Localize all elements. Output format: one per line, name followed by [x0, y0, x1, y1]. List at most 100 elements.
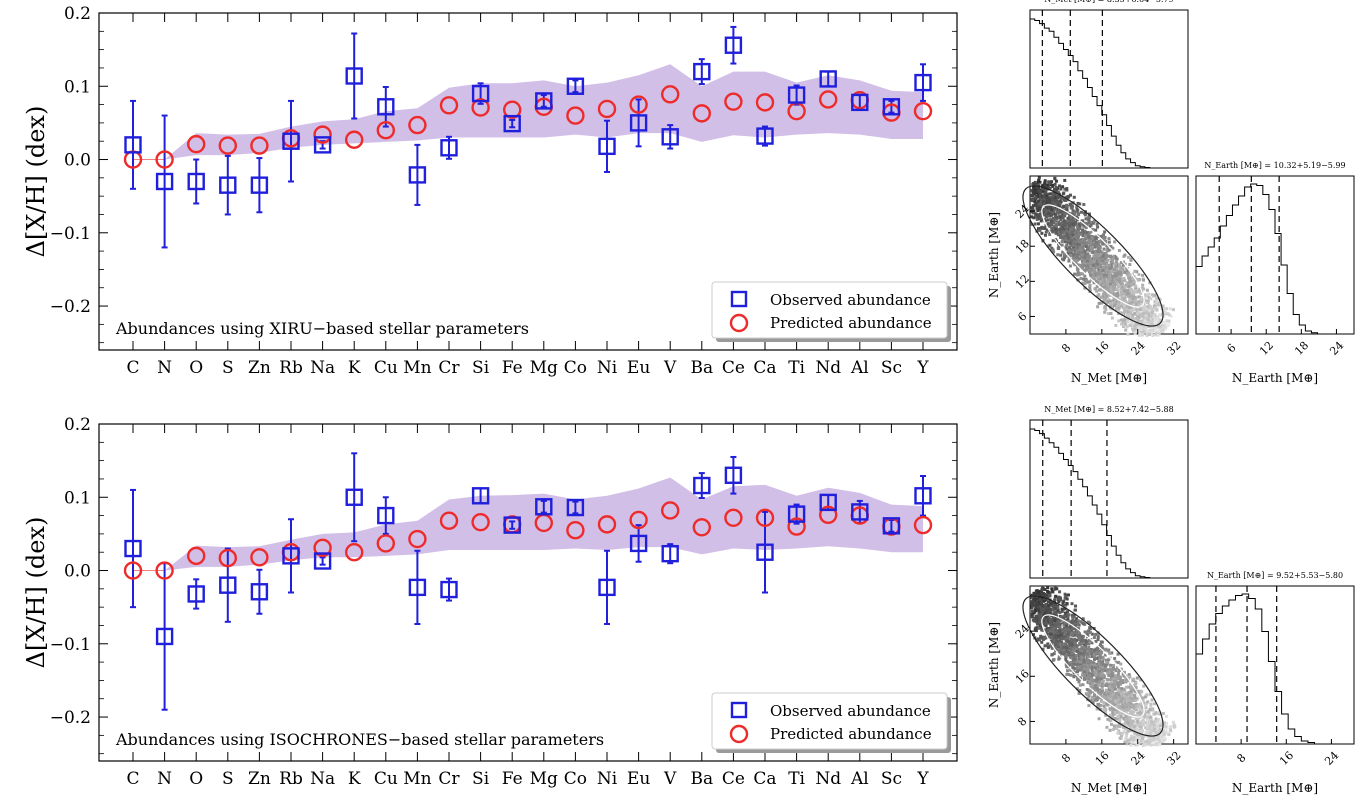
- density-point: [1119, 318, 1123, 322]
- density-point: [1109, 311, 1113, 315]
- density-point: [1067, 230, 1071, 234]
- density-point: [1154, 298, 1158, 302]
- legend-box: [711, 692, 948, 750]
- density-point: [1057, 230, 1061, 234]
- density-point: [1101, 295, 1105, 299]
- density-point: [1041, 211, 1045, 215]
- density-point: [1168, 728, 1172, 732]
- density-point: [1107, 682, 1111, 686]
- density-point: [1142, 713, 1146, 717]
- density-point: [1116, 672, 1120, 676]
- density-point: [1127, 723, 1131, 727]
- x-axis-label-earth: N_Earth [M⊕]: [1232, 371, 1318, 385]
- y-tick-label: 0.1: [64, 77, 91, 97]
- density-point: [1083, 258, 1087, 262]
- y-tick-label: 0.2: [64, 415, 91, 435]
- density-point: [1125, 305, 1129, 309]
- density-point: [1030, 606, 1034, 610]
- density-point: [1148, 732, 1152, 736]
- density-point: [1079, 668, 1083, 672]
- density-point: [1040, 214, 1044, 218]
- density-point: [1077, 623, 1081, 627]
- density-point: [1069, 650, 1073, 654]
- density-point: [1039, 202, 1043, 206]
- density-point: [1154, 711, 1158, 715]
- density-point: [1057, 656, 1061, 660]
- density-point: [1037, 195, 1041, 199]
- density-point: [1102, 275, 1106, 279]
- density-point: [1046, 618, 1050, 622]
- density-point: [1084, 243, 1088, 247]
- density-point: [1127, 292, 1131, 296]
- density-point: [1103, 711, 1107, 715]
- density-point: [1142, 720, 1146, 724]
- density-point: [1158, 728, 1162, 732]
- density-point: [1093, 688, 1097, 692]
- density-point: [1127, 690, 1131, 694]
- density-point: [1054, 602, 1058, 606]
- density-point: [1098, 272, 1102, 276]
- density-point: [1146, 710, 1150, 714]
- density-point: [1090, 236, 1094, 240]
- density-point: [1063, 231, 1067, 235]
- density-point: [1051, 621, 1055, 625]
- observed-point: [724, 466, 743, 484]
- density-point: [1055, 210, 1059, 214]
- density-point: [1042, 599, 1046, 603]
- density-point: [1048, 222, 1052, 226]
- density-point: [1140, 302, 1144, 306]
- density-point: [1136, 711, 1140, 715]
- density-point: [1126, 721, 1130, 725]
- density-point: [1111, 688, 1115, 692]
- observed-point: [313, 552, 332, 570]
- density-point: [1151, 721, 1155, 725]
- density-point: [1129, 682, 1133, 686]
- density-point: [1067, 246, 1071, 250]
- density-point: [1036, 602, 1040, 606]
- density-point: [1147, 740, 1151, 744]
- density-point: [1116, 291, 1120, 295]
- density-point: [1089, 273, 1093, 277]
- density-point: [1129, 308, 1133, 312]
- density-point: [1100, 688, 1104, 692]
- density-point: [1054, 223, 1058, 227]
- density-point: [1122, 294, 1126, 298]
- density-point: [1111, 274, 1115, 278]
- density-point: [1158, 743, 1162, 747]
- density-point: [1103, 261, 1107, 265]
- density-point: [1124, 700, 1128, 704]
- density-point: [1054, 186, 1058, 190]
- density-point: [1090, 654, 1094, 658]
- density-point: [1103, 691, 1107, 695]
- density-point: [1138, 710, 1142, 714]
- density-point: [1111, 705, 1115, 709]
- density-point: [1116, 288, 1120, 292]
- density-point: [1130, 737, 1134, 741]
- density-point: [1112, 288, 1116, 292]
- density-point: [1117, 710, 1121, 714]
- density-point: [1118, 718, 1122, 722]
- density-point: [1065, 597, 1069, 601]
- density-point: [1071, 664, 1075, 668]
- density-point: [1040, 610, 1044, 614]
- density-point: [1088, 688, 1092, 692]
- density-point: [1106, 692, 1110, 696]
- density-point: [1155, 317, 1159, 321]
- density-point: [1103, 708, 1107, 712]
- density-point: [1061, 216, 1065, 220]
- x-tick-label: N: [157, 769, 172, 789]
- density-point: [1150, 698, 1154, 702]
- density-point: [1075, 687, 1079, 691]
- density-point: [1089, 685, 1093, 689]
- density-point: [1096, 275, 1100, 279]
- density-point: [1125, 699, 1129, 703]
- density-point: [1114, 699, 1118, 703]
- observed-point: [535, 92, 553, 110]
- density-point: [1034, 626, 1038, 630]
- density-point: [1116, 731, 1120, 735]
- density-point: [1056, 606, 1060, 610]
- y-tick-label: −0.1: [50, 635, 91, 655]
- density-point: [1097, 260, 1101, 264]
- density-point: [1103, 268, 1107, 272]
- density-point: [1092, 273, 1096, 277]
